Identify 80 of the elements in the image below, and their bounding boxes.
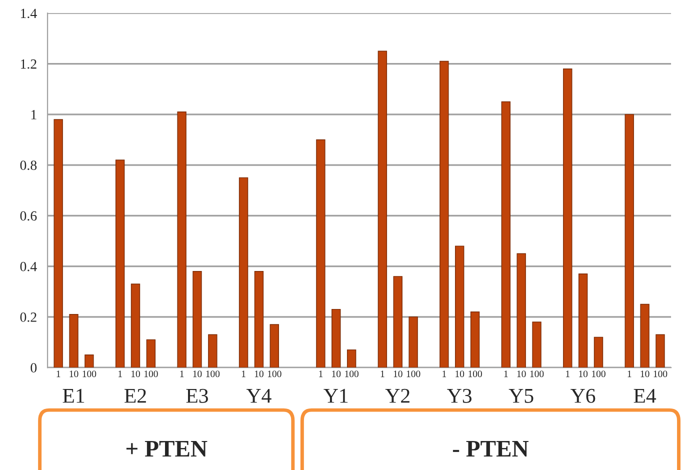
text: Y2 xyxy=(385,388,410,403)
bar xyxy=(69,314,78,368)
bar xyxy=(270,324,279,368)
bar xyxy=(192,271,202,368)
x-tick-label: 10 xyxy=(332,370,341,378)
y-tick-label: 0.2 xyxy=(20,312,36,322)
x-tick-label: 100 xyxy=(468,370,482,378)
x-tick-label: 100 xyxy=(345,370,358,378)
x-tick-label: 1 xyxy=(319,370,323,378)
x-tick-label: 10 xyxy=(640,370,650,378)
bar xyxy=(624,114,634,368)
x-tick-label: 10 xyxy=(70,370,78,378)
bar xyxy=(578,274,588,368)
x-tick-label: 1 xyxy=(118,370,122,378)
text: Y3 xyxy=(447,388,472,403)
x-tick-label: 100 xyxy=(206,370,220,378)
x-tick-label: 100 xyxy=(144,370,158,378)
x-tick-label: 100 xyxy=(82,370,96,378)
x-tick-label: 100 xyxy=(406,370,420,378)
bar xyxy=(470,312,480,368)
text: E1 xyxy=(62,388,84,403)
text: E4 xyxy=(634,388,656,403)
x-tick-label: 1 xyxy=(180,370,184,378)
x-tick-label: 1 xyxy=(628,370,632,378)
bar xyxy=(656,334,665,368)
bar xyxy=(208,334,218,368)
x-tick-label: 10 xyxy=(394,370,402,378)
bar xyxy=(563,68,572,368)
bar xyxy=(501,101,510,368)
bar xyxy=(378,50,388,368)
bar xyxy=(146,339,156,368)
text: Y1 xyxy=(324,388,348,403)
y-tick-label: 1.2 xyxy=(20,59,36,69)
y-tick-label: 0.6 xyxy=(20,211,37,221)
text: - PTEN xyxy=(452,441,529,456)
text: Y5 xyxy=(508,389,534,403)
bar xyxy=(177,112,186,368)
bar xyxy=(54,119,63,368)
text: Y4 xyxy=(246,388,272,403)
bar xyxy=(594,336,604,368)
x-tick-label: 10 xyxy=(456,370,464,378)
y-tick-label: 1.4 xyxy=(20,8,37,18)
x-tick-label: 10 xyxy=(193,370,202,378)
bar xyxy=(316,139,326,368)
x-tick-label: 100 xyxy=(268,370,282,378)
text: + PTEN xyxy=(126,441,208,456)
bar xyxy=(455,246,464,368)
bar xyxy=(516,253,526,368)
x-tick-label: 10 xyxy=(254,370,264,378)
bar xyxy=(332,308,341,368)
y-tick-label: 0 xyxy=(30,363,37,372)
x-tick-label: 1 xyxy=(504,370,508,378)
x-tick-label: 10 xyxy=(579,370,588,378)
bar xyxy=(254,271,264,368)
bar xyxy=(408,316,418,368)
y-tick-label: 0.4 xyxy=(20,262,37,272)
bar xyxy=(640,304,650,368)
bar xyxy=(238,177,248,368)
x-tick-label: 1 xyxy=(56,370,60,378)
text: Y6 xyxy=(570,388,596,403)
x-tick-label: 10 xyxy=(131,370,140,378)
bar xyxy=(84,354,94,368)
text: E3 xyxy=(186,388,208,403)
x-tick-label: 1 xyxy=(566,370,570,378)
text: E2 xyxy=(124,388,146,403)
y-tick-label: 0.8 xyxy=(20,160,37,170)
bar xyxy=(115,160,125,368)
y-tick-label: 1 xyxy=(31,110,36,120)
x-tick-label: 100 xyxy=(530,370,544,378)
x-tick-label: 1 xyxy=(442,370,446,378)
x-tick-label: 1 xyxy=(242,370,246,378)
x-tick-label: 100 xyxy=(654,370,668,378)
bar xyxy=(393,276,402,368)
bar xyxy=(130,284,140,368)
bar xyxy=(346,349,356,368)
x-tick-label: 1 xyxy=(380,370,384,378)
bar xyxy=(440,60,449,368)
bar xyxy=(532,322,542,368)
x-tick-label: 100 xyxy=(592,370,606,378)
x-tick-label: 10 xyxy=(517,370,526,378)
